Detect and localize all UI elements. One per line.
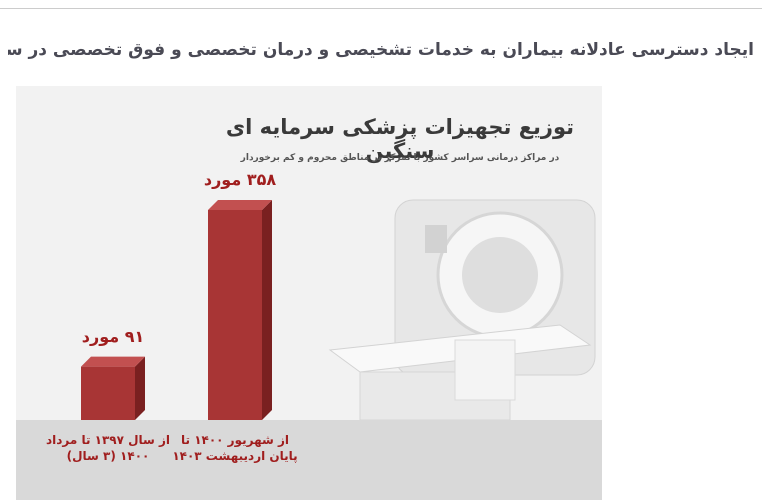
- bar-top: [208, 200, 272, 210]
- category-label: از سال ۱۳۹۷ تا مرداد ۱۴۰۰ (۳ سال): [45, 433, 171, 463]
- infographic-subtitle: در مراکز درمانی سراسر کشور با تمرکز بر م…: [240, 153, 560, 163]
- floor-band: [16, 420, 602, 500]
- bar-top: [81, 356, 145, 367]
- scanner-illustration: [328, 199, 596, 421]
- bar-side: [262, 200, 272, 420]
- value-label: ۹۱ مورد: [81, 326, 145, 346]
- infographic-title: توزیع تجهیزات پزشکی سرمایه ای سنگین: [225, 115, 575, 163]
- bar: [208, 210, 262, 420]
- bar-side: [135, 356, 145, 420]
- divider: [0, 8, 762, 9]
- value-label: ۳۵۸ مورد: [203, 170, 277, 189]
- category-label: از شهریور ۱۴۰۰ تا پایان اردیبهشت ۱۴۰۳: [172, 433, 298, 463]
- header-title: ایجاد دسترسی عادلانه بیماران به خدمات تش…: [8, 40, 754, 60]
- bar: [81, 366, 135, 420]
